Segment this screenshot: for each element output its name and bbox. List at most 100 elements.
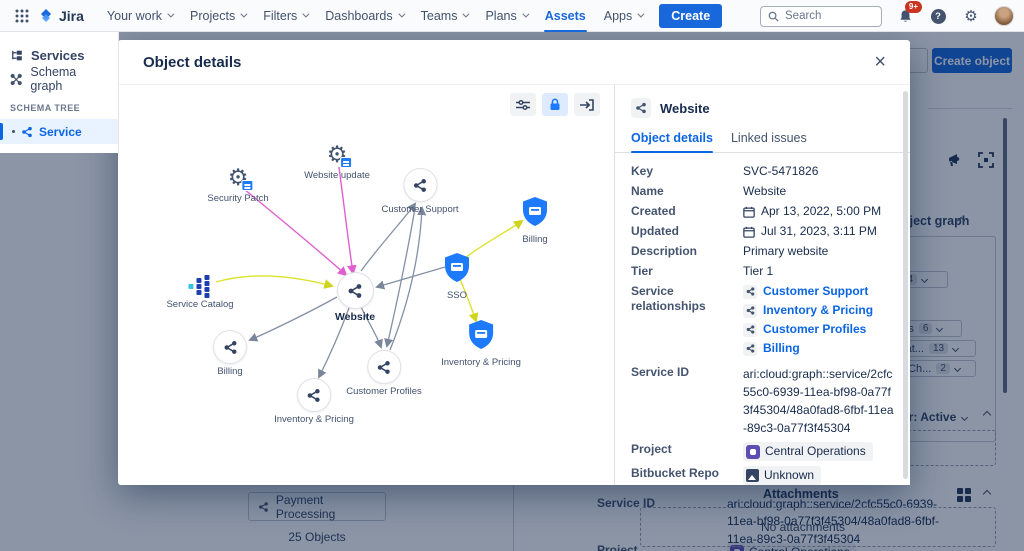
- project-chip[interactable]: Central Operations: [743, 442, 873, 461]
- sidebar-item-services[interactable]: Services: [0, 43, 118, 67]
- change-gear-icon: ⚙: [225, 165, 253, 191]
- graph-node-customer-support[interactable]: Customer Support: [381, 168, 459, 215]
- help-icon[interactable]: ?: [928, 6, 948, 26]
- chevron-down-icon: [240, 10, 248, 18]
- service-id-field: Service ID ari:cloud:graph::service/2cfc…: [597, 496, 939, 546]
- search-input[interactable]: Search: [760, 5, 882, 27]
- graph-node-inventory-pricing[interactable]: Inventory & Pricing: [274, 378, 354, 425]
- object-icon: [213, 330, 247, 364]
- tab-object-details[interactable]: Object details: [631, 127, 713, 153]
- graph-node-inventory-pricing-service[interactable]: Inventory & Pricing: [441, 319, 521, 368]
- settings-gear-icon[interactable]: ⚙: [964, 6, 978, 25]
- relationship-link[interactable]: Customer Support: [743, 284, 873, 299]
- field-service-relationships: Service relationships Customer Support I…: [631, 284, 874, 356]
- bitbucket-repo-chip[interactable]: Unknown: [743, 466, 822, 485]
- object-icon: [631, 98, 651, 118]
- field-service-id: Service ID ari:cloud:graph::service/2cfc…: [631, 365, 894, 435]
- nav-item-apps[interactable]: Apps: [595, 0, 652, 32]
- sidebar-item-schema-graph[interactable]: Schema graph: [0, 65, 118, 93]
- megaphone-icon[interactable]: [947, 152, 964, 168]
- field-name: Name Website: [631, 184, 787, 198]
- graph-node-sso[interactable]: SSO: [443, 252, 471, 301]
- divider: [928, 108, 1012, 109]
- nav-item-teams[interactable]: Teams: [412, 0, 477, 32]
- app-switcher-icon[interactable]: [10, 4, 34, 28]
- exit-fullscreen-icon[interactable]: [574, 93, 600, 116]
- object-graph-header: bject graph: [902, 214, 970, 228]
- calendar-icon: [743, 226, 755, 238]
- sidebar-tree-item-service[interactable]: Service: [0, 119, 118, 144]
- field-project: Project Central Operations: [631, 442, 896, 461]
- repository-icon: [746, 469, 759, 482]
- graph-node-security-patch[interactable]: ⚙ Security Patch: [207, 165, 269, 204]
- search-icon: [768, 11, 779, 22]
- create-object-button[interactable]: Create object: [932, 48, 1012, 73]
- close-icon[interactable]: ×: [874, 51, 886, 73]
- chevron-down-icon: [398, 10, 406, 18]
- nav-item-assets[interactable]: Assets: [536, 0, 595, 32]
- divider: [513, 485, 514, 551]
- project-chip[interactable]: Central Operations: [727, 543, 856, 551]
- change-gear-icon: ⚙: [324, 142, 352, 168]
- calendar-icon: [743, 206, 755, 218]
- object-graph-canvas[interactable]: ⚙ Security Patch ⚙ Website update Custom…: [118, 85, 614, 485]
- relationship-link[interactable]: Inventory & Pricing: [743, 303, 873, 318]
- create-button[interactable]: Create: [659, 3, 723, 28]
- chevron-down-icon: [167, 10, 175, 18]
- notifications-bell-icon[interactable]: 9+: [895, 1, 922, 26]
- jira-logo[interactable]: Jira: [38, 8, 84, 24]
- service-shield-icon: [445, 253, 469, 282]
- object-icon: [336, 272, 374, 309]
- schema-graph-icon: [10, 73, 22, 85]
- relationship-link[interactable]: Billing: [743, 341, 873, 356]
- field-description: Description Primary website: [631, 244, 829, 258]
- jira-logo-icon: [41, 8, 51, 22]
- expand-view-icon[interactable]: [978, 152, 994, 168]
- object-icon: [743, 341, 757, 356]
- modal-title: Object details: [143, 53, 242, 71]
- graph-node-billing[interactable]: Billing: [213, 330, 247, 377]
- service-shield-icon: [468, 320, 493, 349]
- grid-view-icon[interactable]: [957, 488, 971, 502]
- graph-node-billing-service[interactable]: Billing: [521, 196, 549, 245]
- object-icon: [367, 350, 401, 384]
- graph-filter-sliders-icon[interactable]: [510, 93, 536, 116]
- project-field: Project Central Operations: [597, 543, 856, 551]
- graph-node-service-catalog[interactable]: Service Catalog: [166, 273, 234, 310]
- graph-node-customer-profiles[interactable]: Customer Profiles: [346, 350, 422, 397]
- relationship-link[interactable]: Customer Profiles: [743, 322, 873, 337]
- object-details-modal: Object details ×: [118, 40, 910, 485]
- schema-tree-section-label: SCHEMA TREE: [10, 103, 81, 113]
- services-tree-icon: [12, 50, 22, 60]
- no-attachments-box: No attachments: [640, 507, 996, 547]
- schema-sidebar: Services Schema graph SCHEMA TREE Servic…: [0, 32, 119, 153]
- active-filter-control[interactable]: er: Active: [902, 410, 969, 424]
- background-scrollbar[interactable]: [1003, 118, 1007, 393]
- list-item-payment-processing[interactable]: Payment Processing: [248, 492, 386, 521]
- graph-node-website-update[interactable]: ⚙ Website update: [304, 142, 370, 181]
- catalog-icon: [188, 273, 212, 298]
- tab-linked-issues[interactable]: Linked issues: [730, 131, 807, 145]
- notification-count-badge: 9+: [904, 1, 922, 13]
- nav-item-filters[interactable]: Filters: [254, 0, 316, 32]
- object-icon: [743, 303, 757, 318]
- object-details-panel: Website Object details Linked issues Key…: [614, 85, 910, 485]
- nav-item-dashboards[interactable]: Dashboards: [316, 0, 411, 32]
- tree-bullet: [12, 130, 15, 133]
- graph-node-website[interactable]: Website: [335, 272, 375, 323]
- chevron-down-icon: [462, 10, 470, 18]
- object-icon: [296, 378, 331, 412]
- nav-item-plans[interactable]: Plans: [476, 0, 535, 32]
- field-tier: Tier Tier 1: [631, 264, 774, 278]
- graph-edges: [215, 166, 524, 379]
- user-avatar[interactable]: [994, 6, 1014, 26]
- nav-item-projects[interactable]: Projects: [181, 0, 254, 32]
- nav-item-your-work[interactable]: Your work: [98, 0, 181, 32]
- top-navigation: Jira Your work Projects Filters Dashboar…: [0, 0, 1024, 32]
- objects-count: 25 Objects: [288, 530, 346, 544]
- service-shield-icon: [523, 197, 547, 226]
- panel-scrollbar[interactable]: [903, 91, 908, 479]
- field-key: Key SVC-5471826: [631, 164, 819, 178]
- lock-icon[interactable]: [542, 93, 568, 116]
- object-icon: [22, 126, 32, 137]
